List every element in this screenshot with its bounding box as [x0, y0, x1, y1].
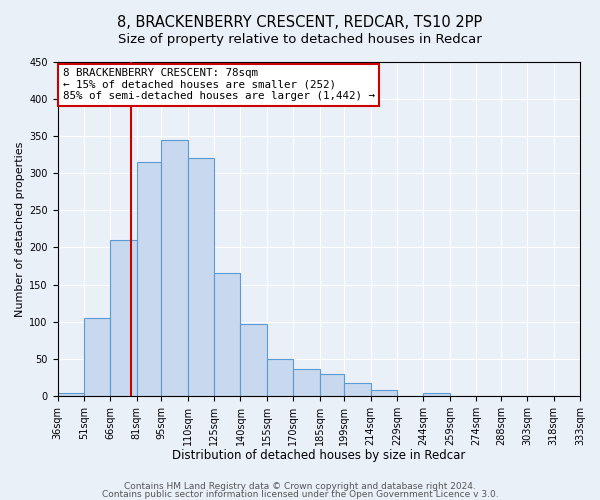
Y-axis label: Number of detached properties: Number of detached properties — [15, 141, 25, 316]
Bar — [58, 392, 84, 396]
Text: Contains public sector information licensed under the Open Government Licence v : Contains public sector information licen… — [101, 490, 499, 499]
Bar — [344, 383, 371, 396]
Bar — [293, 368, 320, 396]
Bar — [188, 158, 214, 396]
Bar — [241, 324, 267, 396]
Text: 8, BRACKENBERRY CRESCENT, REDCAR, TS10 2PP: 8, BRACKENBERRY CRESCENT, REDCAR, TS10 2… — [118, 15, 482, 30]
Bar — [267, 359, 293, 396]
Bar — [137, 162, 161, 396]
Bar — [214, 274, 241, 396]
Bar — [161, 140, 188, 396]
X-axis label: Distribution of detached houses by size in Redcar: Distribution of detached houses by size … — [172, 450, 466, 462]
Bar — [371, 390, 397, 396]
Bar — [110, 240, 137, 396]
Bar — [424, 392, 450, 396]
Text: 8 BRACKENBERRY CRESCENT: 78sqm
← 15% of detached houses are smaller (252)
85% of: 8 BRACKENBERRY CRESCENT: 78sqm ← 15% of … — [63, 68, 375, 102]
Bar — [320, 374, 344, 396]
Text: Size of property relative to detached houses in Redcar: Size of property relative to detached ho… — [118, 32, 482, 46]
Text: Contains HM Land Registry data © Crown copyright and database right 2024.: Contains HM Land Registry data © Crown c… — [124, 482, 476, 491]
Bar — [84, 318, 110, 396]
